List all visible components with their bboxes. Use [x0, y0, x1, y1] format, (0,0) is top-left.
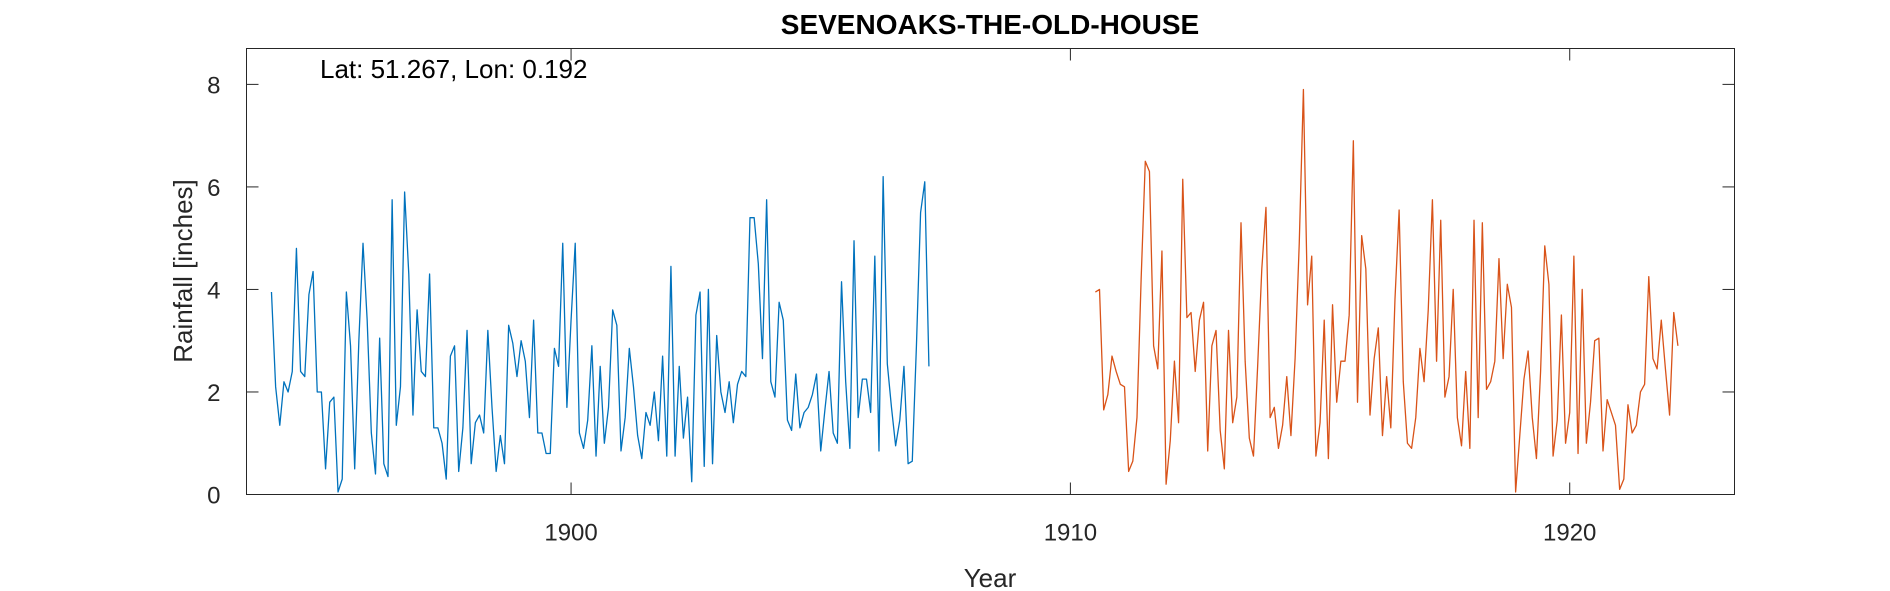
series-layer	[270, 88, 1679, 493]
axis-ticks	[246, 48, 1735, 495]
y-tick-label: 4	[207, 277, 220, 304]
series-line-2	[1095, 88, 1679, 493]
x-tick-label: 1910	[1044, 520, 1097, 547]
location-annotation: Lat: 51.267, Lon: 0.192	[320, 54, 587, 84]
y-tick-label: 8	[207, 72, 220, 99]
x-axis-label: Year	[964, 563, 1017, 591]
y-tick-label: 2	[207, 380, 220, 407]
chart-title: SEVENOAKS-THE-OLD-HOUSE	[781, 9, 1199, 40]
x-tick-label: 1920	[1543, 520, 1596, 547]
y-tick-label: 0	[207, 483, 220, 510]
y-tick-label: 6	[207, 175, 220, 202]
y-axis-label: Rainfall [inches]	[168, 179, 198, 363]
tick-labels: 0 2 4 6 8 1900 1910 1920	[207, 72, 1596, 546]
x-tick-label: 1900	[544, 520, 597, 547]
plot-area-box	[246, 48, 1735, 495]
series-line-1	[270, 176, 930, 493]
